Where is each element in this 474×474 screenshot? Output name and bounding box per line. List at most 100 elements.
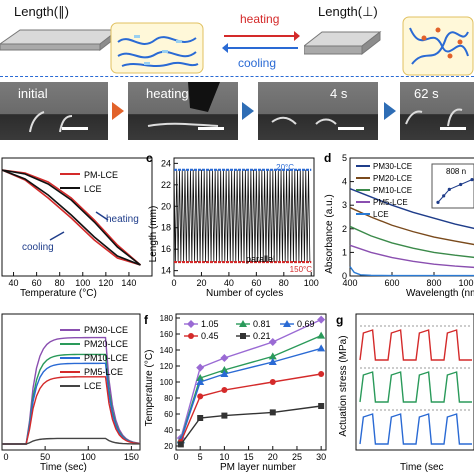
panel-f-marker [269,379,276,385]
panel-d-curve [349,225,474,259]
panel-f-legend-label: 0.21 [253,331,271,341]
photo-4s: 4 s [258,82,378,140]
panel-g-chart: g Actuation stress (MPa) Time (sec [336,313,474,473]
panel-f-marker [196,378,205,385]
panel-e-legend-label: LCE [84,381,102,391]
legend-label-lce: LCE [84,184,102,194]
panel-b-xtick-label: 60 [32,278,42,288]
photo-heating: heating [128,82,238,140]
panel-e-xtick-label: 0 [3,452,8,462]
panel-f-marker [240,333,246,339]
panel-g-ylabel: Actuation stress (MPa) [338,335,349,436]
inset-point [459,182,463,187]
legend-label-pm: PM-LCE [84,170,118,180]
arrow-right-icon [384,102,396,120]
panel-e-legend-label: PM5-LCE [84,367,123,377]
panel-c-xtick-label: 20 [196,278,206,288]
panel-f-ytick-label: 180 [160,314,174,323]
panel-d-legend-label: PM5-LCE [373,198,408,207]
cooling-annotation: cooling [22,242,54,253]
panel-b-xtick-label: 80 [55,278,65,288]
photo-62s: 62 s [400,82,474,140]
panel-f-marker [317,331,326,339]
panel-f-marker [318,371,325,377]
panel-d-ytick-label: 5 [342,153,347,163]
panel-d-letter: d [324,151,331,165]
panel-e-legend-label: PM30-LCE [84,325,128,335]
panel-f-marker [239,320,247,327]
panel-d-ytick-label: 1 [342,247,347,257]
panel-c-xtick-label: 80 [279,278,289,288]
panel-f-legend-label: 1.05 [201,319,219,329]
inset-point [447,187,451,191]
panel-d-ytick-label: 0 [342,271,347,281]
panel-c-frame [173,157,315,277]
panel-f-ylabel: Temperature (°C) [144,350,155,427]
panel-d-curve [349,188,474,230]
panel-g-letter: g [336,313,343,327]
panel-f-xtick-label: 0 [173,452,178,462]
panel-f-line [180,405,322,445]
panel-e-chart: 0 50 100 150 PM30-LCE PM20-LCE PM10-LCE PM5-LC… [1,313,141,473]
panel-c-xtick-label: 40 [224,278,234,288]
panel-f-legend-label: 0.69 [297,319,315,329]
panel-d-xtick-label: 100 [458,278,473,288]
inset-label: 808 n [446,167,466,176]
panel-c-ytick-label: 22 [161,180,171,190]
separator-line [0,76,474,77]
panel-f-legend-label: 0.45 [201,331,219,341]
panel-f-ytick-label: 60 [164,410,173,419]
panel-d-ytick-label: 4 [342,177,347,187]
panel-f-marker [318,403,325,409]
panel-f-ytick-label: 40 [164,426,173,435]
panel-b-legend: PM-LCE LCE [60,170,118,194]
panel-f-letter: f [144,313,149,327]
panel-f-marker [220,370,229,377]
heating-label: heating [240,12,280,26]
panel-f-chart: f Temperature (°C) 204060801001201401601… [144,313,327,473]
inset-point [436,200,440,204]
panel-f-marker [268,358,277,365]
panel-d-ytick-label: 2 [342,224,347,234]
inset-point [442,194,446,198]
panel-f-marker [196,363,205,372]
panel-e-legend-label: PM20-LCE [84,339,128,349]
molecule-aligned-box [110,22,204,74]
panel-d-curve [349,206,474,246]
panel-f-marker [177,441,184,448]
panel-c-ytick-label: 14 [161,266,171,276]
panel-f-xtick-label: 5 [198,452,203,462]
panel-e-curve [2,437,141,445]
heating-annotation: heating [106,214,139,225]
panel-f-marker [221,387,228,393]
panel-b-frame [1,157,153,277]
parallel-label: parallel [246,254,275,264]
panel-f-xtick-label: 25 [292,452,302,462]
panel-f-ytick-label: 140 [160,346,174,355]
panel-f-ytick-label: 120 [160,362,174,371]
panel-e-frame [1,313,141,451]
panel-d-xlabel: Wavelength (nm [406,288,474,299]
molecule-disordered-box [402,16,474,76]
panel-f-marker [220,354,229,362]
photo-caption: heating [146,86,189,101]
panel-f-marker [269,409,276,416]
panel-c-ytick-label: 18 [161,223,171,233]
panel-f-ytick-label: 160 [160,330,174,339]
photo-caption: 62 s [414,86,439,101]
panel-c-letter: c [146,151,153,165]
panel-d-chart: d Absorbance (a.u.) 0 1 2 3 4 5 400 600 800 100 P… [324,151,474,299]
panel-d-xtick-label: 400 [342,278,357,288]
panel-e-xtick-label: 50 [40,452,50,462]
panel-d-legend-label: PM20-LCE [373,174,412,183]
cooling-arrow-icon [49,231,65,241]
panel-f-xtick-label: 20 [268,452,278,462]
cooling-label: cooling [238,56,277,70]
length-perp-label: Length(⊥) [318,4,378,19]
film-parallel [0,28,120,52]
panel-d-ylabel: Absorbance (a.u.) [324,194,335,274]
panel-c-xlabel: Number of cycles [206,288,283,299]
arrow-right-icon [242,102,254,120]
panel-b-xtick-label: 100 [75,278,90,288]
panel-c-ytick-label: 20 [161,201,171,211]
